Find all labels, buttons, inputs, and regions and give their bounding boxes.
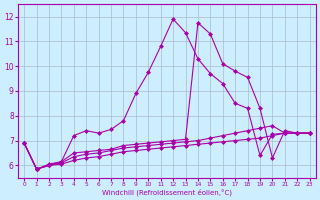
X-axis label: Windchill (Refroidissement éolien,°C): Windchill (Refroidissement éolien,°C) bbox=[102, 188, 232, 196]
